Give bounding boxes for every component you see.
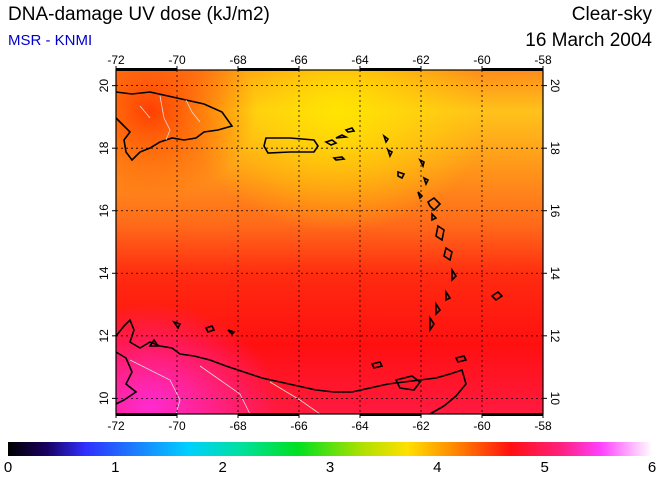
lon-tick-label: -66 [290,419,308,430]
lon-tick-label: -68 [229,53,247,67]
lon-tick-label: -58 [534,53,552,67]
uv-dose-map: -72 -70 -68 -66 -64 -62 -60 -58 -72 -70 -68 -66 -64… [97,53,562,430]
frame-bar [116,68,177,71]
map-frame [115,69,544,415]
lat-tick-label: 10 [548,392,562,406]
lon-tick-label: -68 [229,419,247,430]
lon-tick-label: -66 [290,53,308,67]
colorbar-label: 6 [647,459,657,476]
colorbar-label: 0 [3,459,13,476]
lon-tick-label: -58 [534,419,552,430]
colorbar-label: 3 [325,459,335,476]
latitude-ticks-left: 10 12 14 16 18 20 [97,79,111,405]
lon-tick-label: -64 [351,419,369,430]
frame-bar [482,413,543,416]
frame-ticks [112,66,547,418]
lon-tick-label: -64 [351,53,369,67]
lon-tick-label: -60 [473,53,491,67]
frame-bar [482,68,543,71]
colorbar-label: 4 [433,459,442,476]
lat-tick-label: 14 [548,267,562,281]
map-field [116,70,543,414]
longitude-ticks-top: -72 -70 -68 -66 -64 -62 -60 -58 [107,53,552,67]
colorbar-label: 1 [111,459,120,476]
lat-tick-label: 20 [97,79,111,93]
lat-tick-label: 12 [97,329,111,343]
latitude-ticks-right: 10 12 14 16 18 20 [548,79,562,405]
lon-tick-label: -72 [107,53,125,67]
source-label: MSR - KNMI [8,32,93,49]
lat-tick-label: 20 [548,79,562,93]
lon-tick-label: -62 [412,53,430,67]
lon-tick-label: -60 [473,419,491,430]
coastlines [115,91,504,415]
lat-tick-label: 18 [97,141,111,155]
lat-tick-label: 16 [97,204,111,218]
colorbar-label: 2 [218,459,227,476]
sky-condition-label: Clear-sky [571,4,652,25]
lat-tick-label: 18 [548,142,562,156]
frame-bar [360,413,421,416]
frame-bar [116,413,177,416]
frame-bar [360,68,421,71]
colorbar [8,442,652,456]
colorbar-label: 5 [540,459,549,476]
lon-tick-label: -70 [168,419,186,430]
frame-bar [238,68,299,71]
lat-tick-label: 12 [548,329,562,343]
lon-tick-label: -72 [107,419,125,430]
borders [129,95,321,415]
longitude-ticks-bottom: -72 -70 -68 -66 -64 -62 -60 -58 [107,419,552,430]
date-label: 16 March 2004 [525,30,652,51]
lat-tick-label: 14 [97,266,111,280]
lat-tick-label: 10 [97,391,111,405]
lon-tick-label: -70 [168,53,186,67]
frame-bar [238,413,299,416]
map-title: DNA-damage UV dose (kJ/m2) [8,4,270,25]
lon-tick-label: -62 [412,419,430,430]
lat-tick-label: 16 [548,204,562,218]
